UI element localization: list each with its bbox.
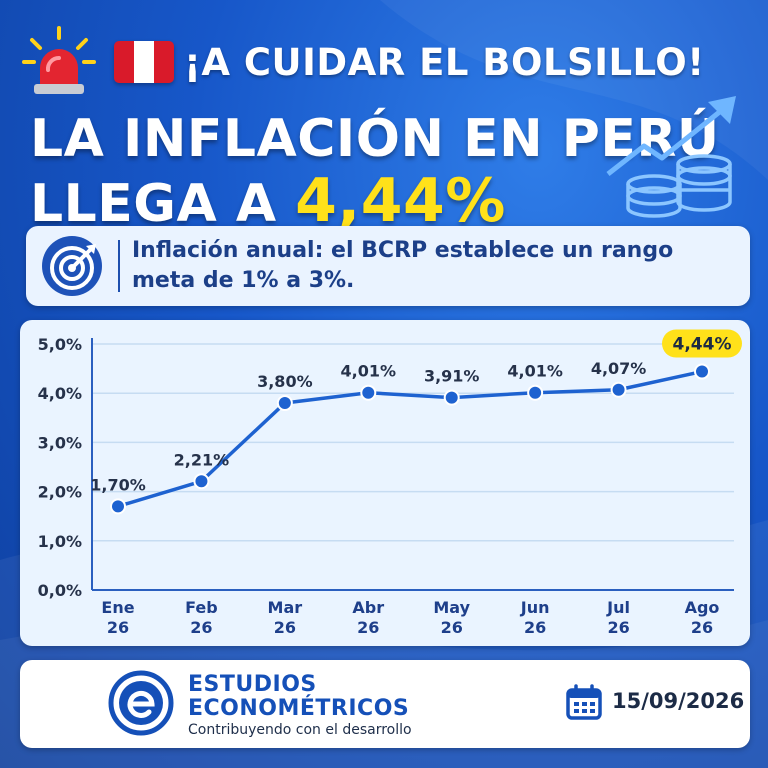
x-tick-label-month: Ago (685, 598, 720, 617)
data-label-highlight: 4,44% (673, 335, 732, 355)
data-label: 2,21% (174, 450, 230, 469)
info-text: Inflación anual: el BCRP establece un ra… (132, 238, 674, 293)
x-tick-label-year: 26 (691, 618, 713, 637)
data-point (360, 384, 377, 401)
x-tick-label-year: 26 (524, 618, 546, 637)
headline-title: LA INFLACIÓN EN PERÚ LLEGA A 4,44% (30, 108, 752, 235)
data-label: 4,07% (591, 359, 647, 378)
data-label: 4,01% (507, 362, 563, 381)
highlight-badge (662, 329, 742, 358)
calendar-icon (566, 684, 602, 720)
headline-title-line2: LLEGA A 4,44% (30, 170, 752, 235)
headline-top-row: ¡A CUIDAR EL BOLSILLO! (22, 16, 752, 108)
y-tick-label: 1,0% (38, 532, 82, 551)
trend-up-arrow-icon (606, 96, 736, 218)
inflation-line-chart: 0,0%1,0%2,0%3,0%4,0%5,0%Ene26Feb26Mar26A… (38, 329, 742, 637)
target-icon (42, 236, 102, 296)
series-line (117, 369, 703, 509)
x-tick-label-year: 26 (441, 618, 463, 637)
x-tick-label-year: 26 (107, 618, 129, 637)
brand-name-line1: ESTUDIOS (188, 672, 317, 697)
headline-title-line1: LA INFLACIÓN EN PERÚ (30, 109, 720, 169)
data-label: 3,80% (257, 372, 313, 391)
data-point (527, 384, 544, 401)
data-point (276, 395, 293, 412)
headline-title-prefix: LLEGA A (30, 174, 296, 234)
y-tick-label: 0,0% (38, 581, 82, 600)
x-tick-label-month: Jul (606, 598, 630, 617)
footer: ESTUDIOS ECONOMÉTRICOS Contribuyendo con… (20, 660, 750, 748)
y-tick-label: 5,0% (38, 335, 82, 354)
data-label: 3,91% (424, 367, 480, 386)
brand-tagline: Contribuyendo con el desarrollo (188, 722, 412, 738)
y-tick-label: 3,0% (38, 433, 82, 452)
x-tick-label-year: 26 (607, 618, 629, 637)
info-divider (118, 240, 120, 292)
data-point (110, 498, 126, 515)
publication-date: 15/09/2026 (612, 689, 745, 713)
x-tick-label-year: 26 (190, 618, 212, 637)
headline-highlight-value: 4,44% (295, 166, 506, 236)
coins-icon (626, 154, 732, 218)
x-tick-label-month: May (433, 598, 470, 617)
x-tick-label-month: Ene (101, 598, 134, 617)
peru-flag-icon (114, 41, 174, 83)
data-point (443, 389, 460, 406)
x-tick-label-month: Mar (268, 598, 303, 617)
headline: ¡A CUIDAR EL BOLSILLO! LA INFLACIÓN EN P… (22, 16, 752, 235)
siren-icon (22, 26, 96, 94)
data-point (193, 473, 210, 490)
info-banner: Inflación anual: el BCRP establece un ra… (26, 226, 750, 306)
x-tick-label-year: 26 (274, 618, 296, 637)
data-label: 1,70% (90, 475, 146, 494)
y-tick-label: 2,0% (38, 483, 82, 502)
chart-card: 0,0% 1,0% 2,0% 3,0% 4,0% 5,0% Ene 26 Feb 26 Mar 26 A… (20, 320, 750, 646)
x-tick-label-month: Abr (352, 598, 384, 617)
headline-kicker: ¡A CUIDAR EL BOLSILLO! (184, 40, 705, 84)
y-tick-label: 4,0% (38, 384, 82, 403)
estudios-econometricos-logo (108, 670, 174, 736)
brand-name-line2: ECONOMÉTRICOS (188, 696, 410, 721)
x-tick-label-month: Feb (185, 598, 218, 617)
data-point (694, 363, 710, 380)
x-tick-label-year: 26 (357, 618, 379, 637)
x-tick-label-month: Jun (520, 598, 550, 617)
data-point (610, 381, 627, 398)
data-label: 4,01% (341, 362, 397, 381)
